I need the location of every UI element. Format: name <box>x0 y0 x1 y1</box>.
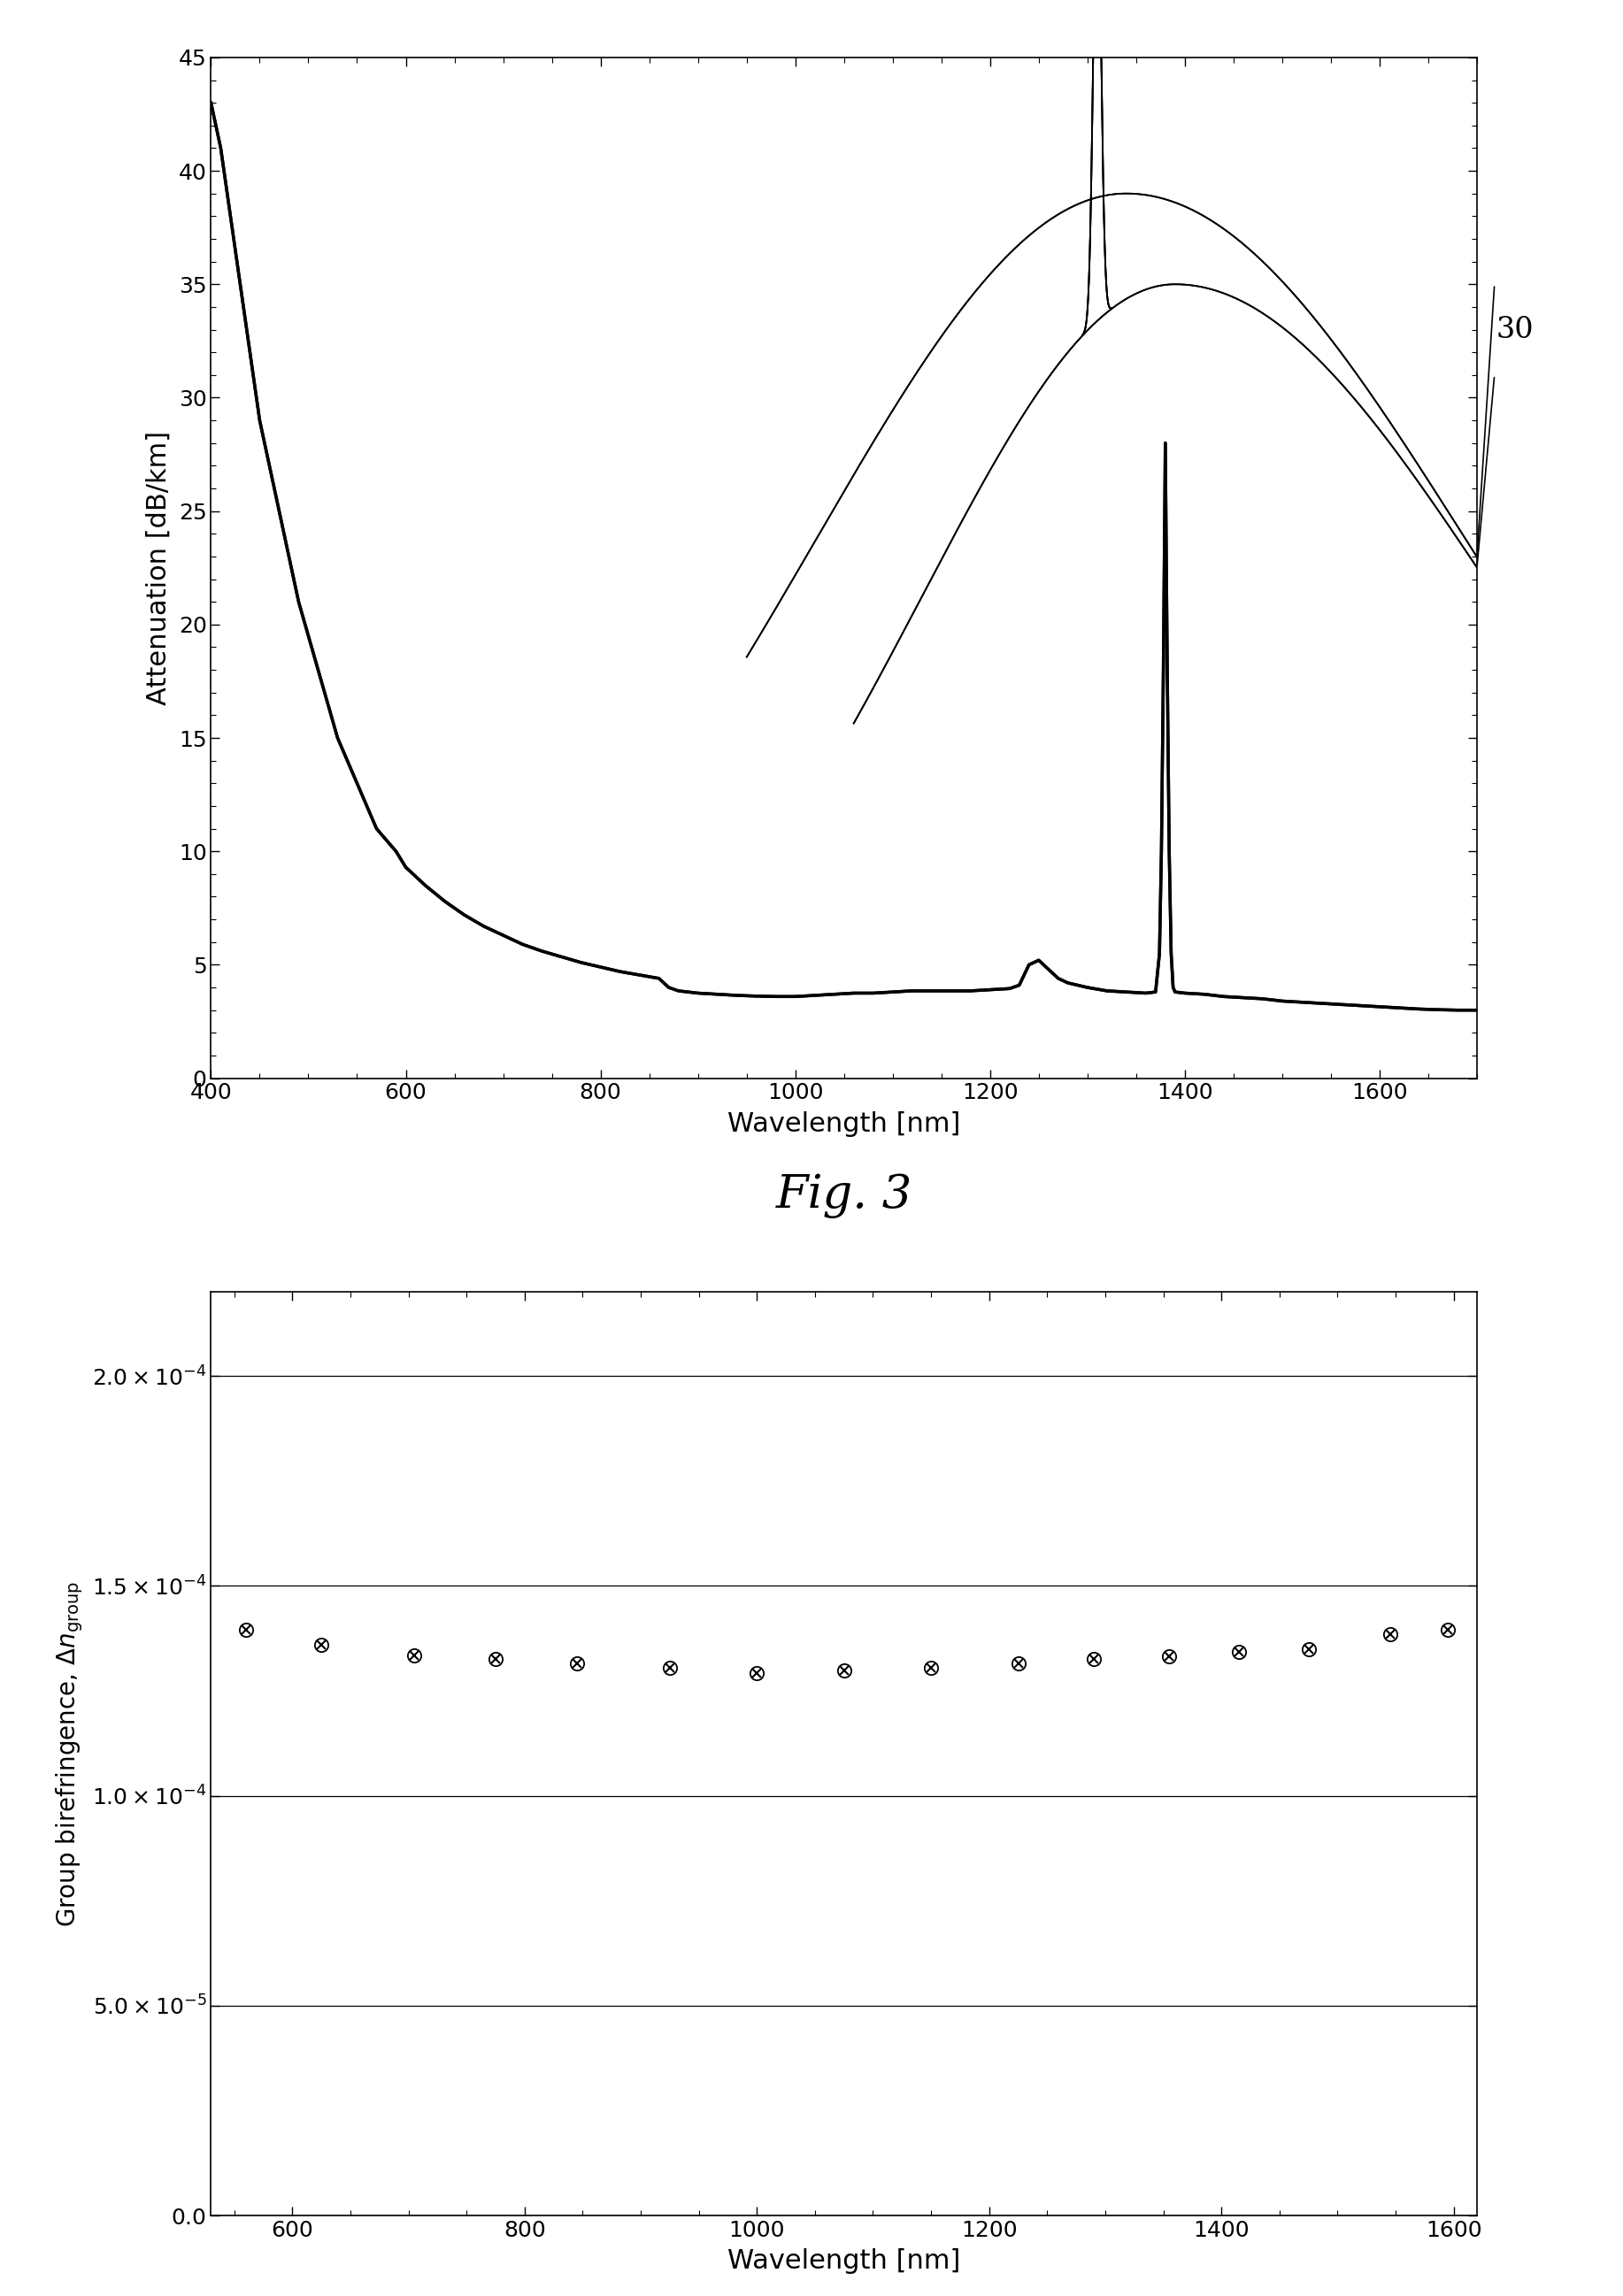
Text: 30: 30 <box>1496 315 1534 344</box>
X-axis label: Wavelength [nm]: Wavelength [nm] <box>727 2248 961 2275</box>
Text: Fig. 3: Fig. 3 <box>776 1173 912 1219</box>
Y-axis label: Attenuation [dB/km]: Attenuation [dB/km] <box>146 432 170 705</box>
X-axis label: Wavelength [nm]: Wavelength [nm] <box>727 1111 961 1137</box>
Y-axis label: Group birefringence, $\Delta n_{\mathrm{group}}$: Group birefringence, $\Delta n_{\mathrm{… <box>54 1582 84 1926</box>
